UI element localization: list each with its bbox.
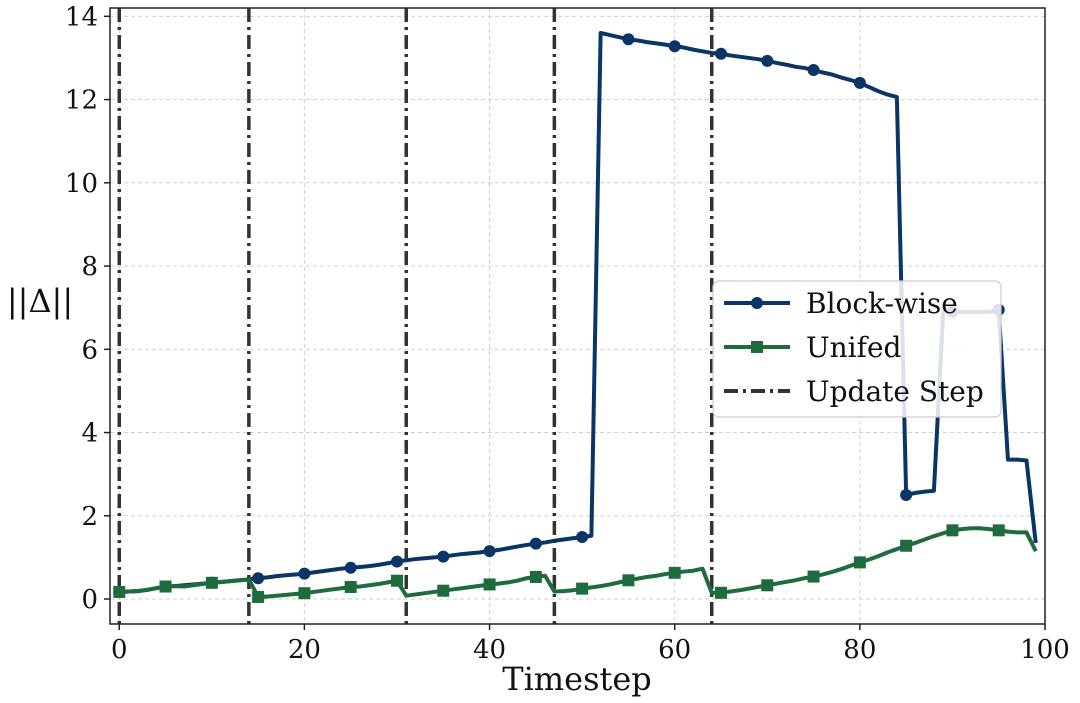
point-unifed-80 bbox=[853, 556, 866, 569]
point-unifed-65 bbox=[714, 586, 727, 599]
point-block-wise-15 bbox=[252, 572, 265, 585]
point-block-wise-75 bbox=[807, 64, 820, 77]
x-tick-label-2: 40 bbox=[473, 635, 506, 665]
point-unifed-15 bbox=[252, 590, 265, 603]
point-unifed-60 bbox=[668, 566, 681, 579]
legend-box bbox=[712, 280, 1002, 418]
point-block-wise-40 bbox=[483, 545, 496, 558]
grid bbox=[110, 8, 1046, 624]
point-unifed-25 bbox=[344, 580, 357, 593]
x-tick-label-5: 100 bbox=[1020, 635, 1070, 665]
legend: Block-wise Unifed Update Step bbox=[712, 280, 1002, 418]
y-tick-label-1: 2 bbox=[81, 502, 98, 532]
point-unifed-45 bbox=[529, 570, 542, 583]
y-tick-label-5: 10 bbox=[65, 169, 98, 199]
point-unifed-90 bbox=[946, 524, 959, 537]
point-unifed-20 bbox=[298, 587, 311, 600]
x-tick-label-4: 80 bbox=[843, 635, 876, 665]
point-unifed-95 bbox=[992, 524, 1005, 537]
y-tick-label-0: 0 bbox=[81, 585, 98, 615]
point-unifed-55 bbox=[622, 574, 635, 587]
update-step-lines bbox=[117, 8, 714, 624]
point-block-wise-35 bbox=[437, 550, 450, 563]
point-block-wise-70 bbox=[761, 54, 774, 67]
x-axis-title: Timestep bbox=[502, 660, 652, 698]
legend-marker-unifed bbox=[751, 341, 763, 353]
point-block-wise-60 bbox=[668, 40, 681, 53]
point-unifed-85 bbox=[900, 539, 913, 552]
y-tick-label-4: 8 bbox=[81, 252, 98, 282]
point-unifed-0 bbox=[113, 585, 126, 598]
point-block-wise-80 bbox=[853, 76, 866, 89]
point-unifed-40 bbox=[483, 578, 496, 591]
point-block-wise-55 bbox=[622, 33, 635, 46]
x-tick-label-0: 0 bbox=[111, 635, 128, 665]
y-tick-label-3: 6 bbox=[81, 335, 98, 365]
series-layer bbox=[113, 30, 1038, 603]
legend-marker-blockwise bbox=[751, 297, 763, 309]
point-block-wise-25 bbox=[344, 561, 357, 574]
point-block-wise-65 bbox=[714, 47, 727, 60]
point-unifed-75 bbox=[807, 570, 820, 583]
point-block-wise-85 bbox=[900, 488, 913, 501]
point-block-wise-45 bbox=[529, 537, 542, 550]
y-tick-label-7: 14 bbox=[65, 2, 98, 32]
point-unifed-35 bbox=[437, 584, 450, 597]
legend-label-update-step: Update Step bbox=[806, 375, 984, 408]
y-tick-label-2: 4 bbox=[81, 419, 98, 449]
point-unifed-10 bbox=[205, 576, 218, 589]
legend-label-unifed: Unifed bbox=[806, 331, 902, 364]
point-unifed-70 bbox=[761, 579, 774, 592]
point-block-wise-50 bbox=[576, 531, 589, 544]
legend-label-blockwise: Block-wise bbox=[806, 287, 958, 320]
point-unifed-30 bbox=[390, 574, 403, 587]
y-tick-label-6: 12 bbox=[65, 86, 98, 116]
x-tick-label-1: 20 bbox=[288, 635, 321, 665]
x-tick-label-3: 60 bbox=[658, 635, 691, 665]
axis-ticks: 0 20 40 60 80 100 0 2 4 6 8 10 12 14 bbox=[65, 2, 1070, 665]
point-unifed-5 bbox=[159, 580, 172, 593]
point-block-wise-20 bbox=[298, 567, 311, 580]
point-unifed-50 bbox=[576, 582, 589, 595]
point-block-wise-30 bbox=[390, 555, 403, 568]
plot-frame bbox=[109, 7, 1046, 625]
y-axis-title: ||Δ|| bbox=[7, 282, 73, 320]
